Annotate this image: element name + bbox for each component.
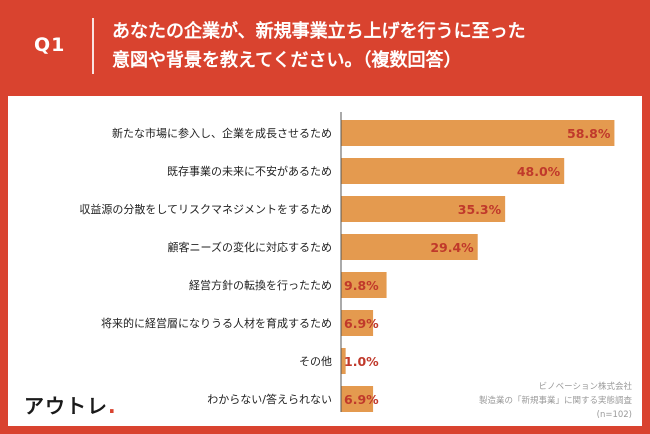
value-label-3: 35.3% <box>458 202 502 217</box>
logo-dot: . <box>108 394 117 418</box>
chart-panel <box>8 96 642 426</box>
value-label-5: 9.8% <box>344 278 379 293</box>
source-survey: 製造業の「新規事業」に関する実態調査 <box>478 396 632 406</box>
bar-5 <box>341 272 387 298</box>
header: Q1 あなたの企業が、新規事業立ち上げを行うに至った 意図や背景を教えてください… <box>0 0 650 92</box>
bar-1 <box>341 120 615 146</box>
value-label-8: 6.9% <box>344 392 379 407</box>
category-label-6: 将来的に経営層になりうる人材を育成するため <box>101 316 332 330</box>
category-label-2: 既存事業の未来に不安があるため <box>167 164 332 178</box>
value-label-2: 48.0% <box>517 164 561 179</box>
question-line-2: 意図や背景を教えてください。（複数回答） <box>112 50 462 71</box>
logo-text: アウトレ <box>24 394 108 418</box>
source-sample: (n=102) <box>596 410 632 420</box>
bar-8 <box>341 386 374 412</box>
value-label-1: 58.8% <box>567 126 611 141</box>
bar-2 <box>341 158 565 184</box>
category-label-1: 新たな市場に参入し、企業を成長させるため <box>112 126 332 140</box>
category-label-8: わからない/答えられない <box>207 392 332 406</box>
bar-3 <box>341 196 506 222</box>
bar-4 <box>341 234 478 260</box>
value-label-7: 1.0% <box>344 354 379 369</box>
category-label-3: 収益源の分散をしてリスクマネジメントをするため <box>79 202 332 216</box>
bar-7 <box>341 348 346 374</box>
logo: アウトレ. <box>24 390 117 419</box>
source-note: ビノベーション株式会社 製造業の「新規事業」に関する実態調査 (n=102) <box>372 380 632 422</box>
category-label-7: その他 <box>299 355 332 368</box>
question-text: あなたの企業が、新規事業立ち上げを行うに至った 意図や背景を教えてください。（複… <box>112 17 632 75</box>
category-label-5: 経営方針の転換を行ったため <box>189 278 332 292</box>
question-number: Q1 <box>34 34 66 56</box>
category-label-4: 顧客ニーズの変化に対応するため <box>168 240 332 254</box>
header-divider <box>92 18 94 74</box>
source-company: ビノベーション株式会社 <box>538 382 632 392</box>
value-label-4: 29.4% <box>430 240 474 255</box>
bar-6 <box>341 310 374 336</box>
question-line-1: あなたの企業が、新規事業立ち上げを行うに至った <box>112 21 526 42</box>
value-label-6: 6.9% <box>344 316 379 331</box>
